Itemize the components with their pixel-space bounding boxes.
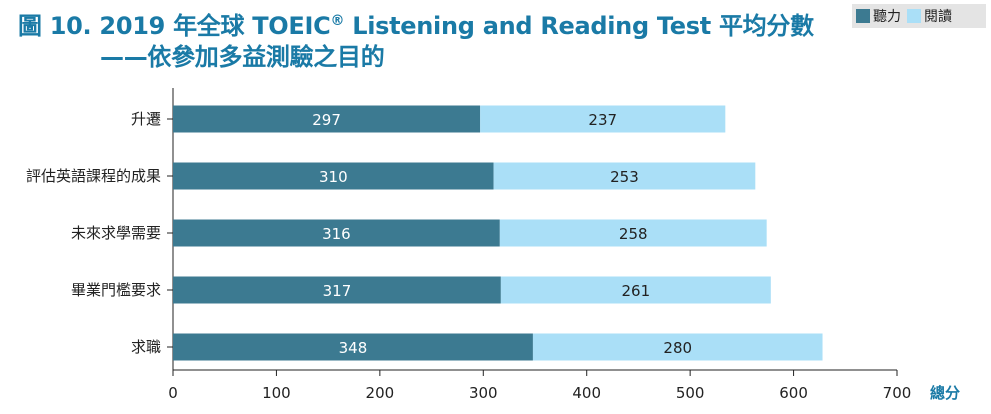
data-label-listening: 310 xyxy=(319,168,348,186)
chart-title: 圖 10. 2019 年全球 TOEIC® Listening and Read… xyxy=(18,6,814,41)
data-label-reading: 280 xyxy=(663,339,692,357)
bar-reading xyxy=(480,105,726,133)
data-label-listening: 317 xyxy=(323,282,352,300)
registered-mark: ® xyxy=(330,13,345,29)
legend-swatch-reading xyxy=(907,9,921,23)
legend-item-reading: 閱讀 xyxy=(907,6,952,26)
data-label-listening: 316 xyxy=(322,225,351,243)
bar-reading xyxy=(532,333,823,361)
category-label: 求職 xyxy=(131,338,161,356)
x-axis-label: 總分 xyxy=(930,384,960,402)
legend-item-listening: 聽力 xyxy=(856,6,901,26)
category-label: 升遷 xyxy=(131,110,161,128)
x-tick-label: 100 xyxy=(262,384,291,402)
data-label-reading: 253 xyxy=(610,168,639,186)
x-tick-label: 500 xyxy=(676,384,705,402)
legend-label-reading: 閱讀 xyxy=(924,9,952,25)
chart-subtitle: ——依參加多益測驗之目的 xyxy=(100,43,385,71)
data-label-reading: 258 xyxy=(619,225,648,243)
bar-reading xyxy=(500,276,771,304)
category-label: 未來求學需要 xyxy=(71,224,161,242)
x-tick-label: 600 xyxy=(779,384,808,402)
bar-listening xyxy=(173,276,501,304)
title-prefix: 圖 10. 2019 年全球 TOEIC xyxy=(18,12,331,40)
data-label-listening: 348 xyxy=(339,339,368,357)
x-tick-label: 0 xyxy=(168,384,178,402)
legend: 聽力 閱讀 xyxy=(852,4,986,28)
x-tick-label: 300 xyxy=(469,384,498,402)
bar-reading xyxy=(493,162,756,190)
x-tick-label: 400 xyxy=(572,384,601,402)
data-label-reading: 261 xyxy=(622,282,651,300)
bar-listening xyxy=(173,162,494,190)
bar-listening xyxy=(173,105,481,133)
category-label: 評估英語課程的成果 xyxy=(26,167,161,185)
data-label-listening: 297 xyxy=(312,111,341,129)
bar-reading xyxy=(499,219,767,247)
category-label: 畢業門檻要求 xyxy=(71,281,161,299)
data-label-reading: 237 xyxy=(588,111,617,129)
bar-listening xyxy=(173,219,500,247)
legend-swatch-listening xyxy=(856,9,870,23)
bar-listening xyxy=(173,333,533,361)
legend-label-listening: 聽力 xyxy=(873,9,901,25)
x-tick-label: 700 xyxy=(883,384,912,402)
title-suffix: Listening and Reading Test 平均分數 xyxy=(344,12,814,40)
x-tick-label: 200 xyxy=(366,384,395,402)
